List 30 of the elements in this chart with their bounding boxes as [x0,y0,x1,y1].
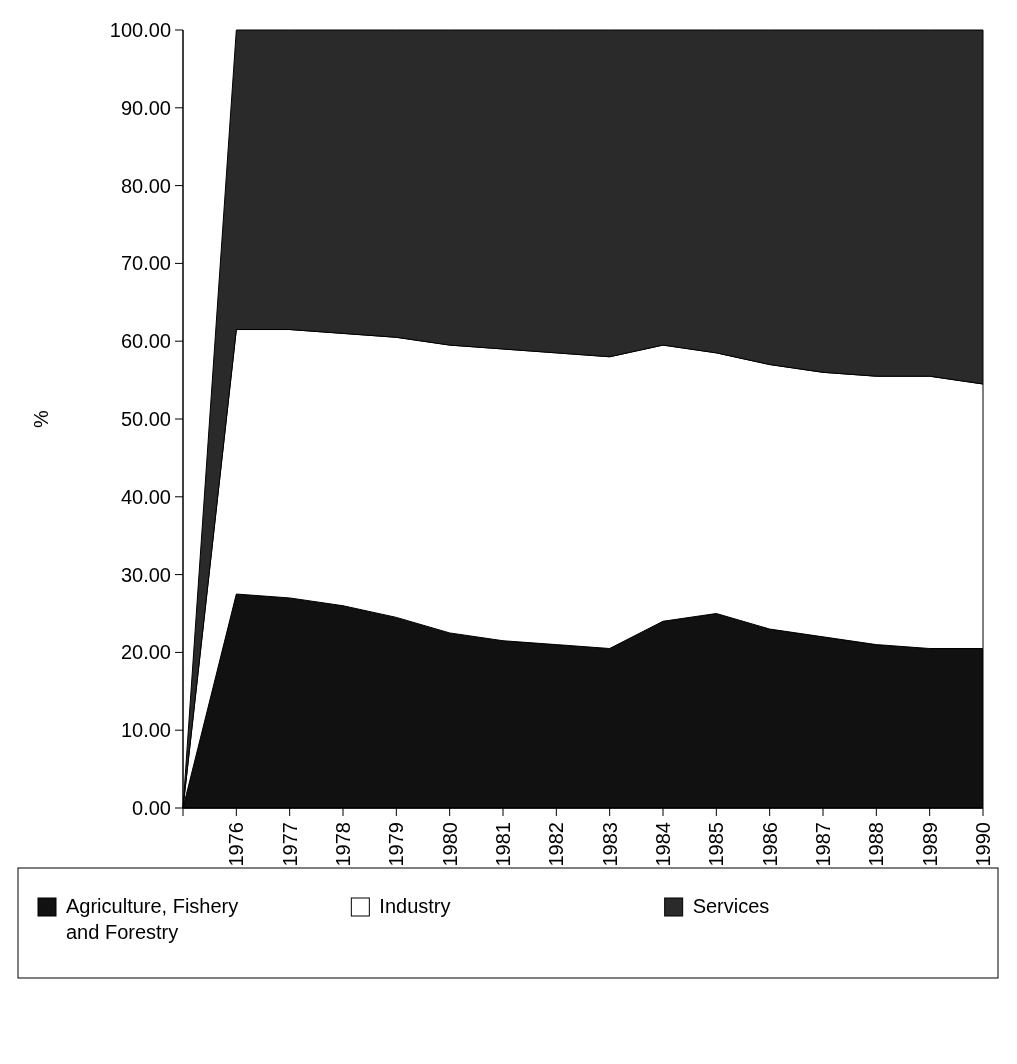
x-tick-label: 1989 [918,822,941,867]
y-tick-label: 10.00 [120,719,171,742]
legend-label: Industry [379,895,451,917]
x-tick-label: 1982 [545,822,568,867]
x-tick-label: 1978 [332,822,354,867]
y-tick-label: 90.00 [120,96,171,119]
y-tick-label: 50.00 [120,408,171,430]
x-tick-label: 1981 [492,822,514,867]
y-tick-label: 80.00 [120,174,171,197]
x-tick-label: 1977 [278,822,301,867]
y-axis-title: % [30,409,52,428]
x-tick-label: 1990 [972,822,994,867]
y-tick-label: 60.00 [120,330,171,353]
y-tick-label: 100.00 [109,19,171,41]
x-tick-label: 1985 [705,822,728,867]
y-tick-label: 70.00 [120,252,171,275]
y-tick-label: 0.00 [132,797,171,819]
y-tick-label: 40.00 [120,485,171,508]
x-tick-label: 1984 [652,822,674,867]
legend-label: Agriculture, Fishery and Forestry [66,895,239,943]
x-tick-label: 1986 [758,822,781,867]
y-tick-label: 30.00 [120,563,171,586]
legend-label: Services [692,895,770,917]
x-tick-label: 1988 [865,822,888,867]
x-tick-label: 1976 [225,822,248,867]
x-tick-label: 1980 [438,822,461,867]
x-tick-label: 1979 [385,822,408,867]
y-tick-label: 20.00 [120,641,171,664]
x-tick-label: 1983 [598,822,621,867]
x-tick-label: 1987 [812,822,834,867]
